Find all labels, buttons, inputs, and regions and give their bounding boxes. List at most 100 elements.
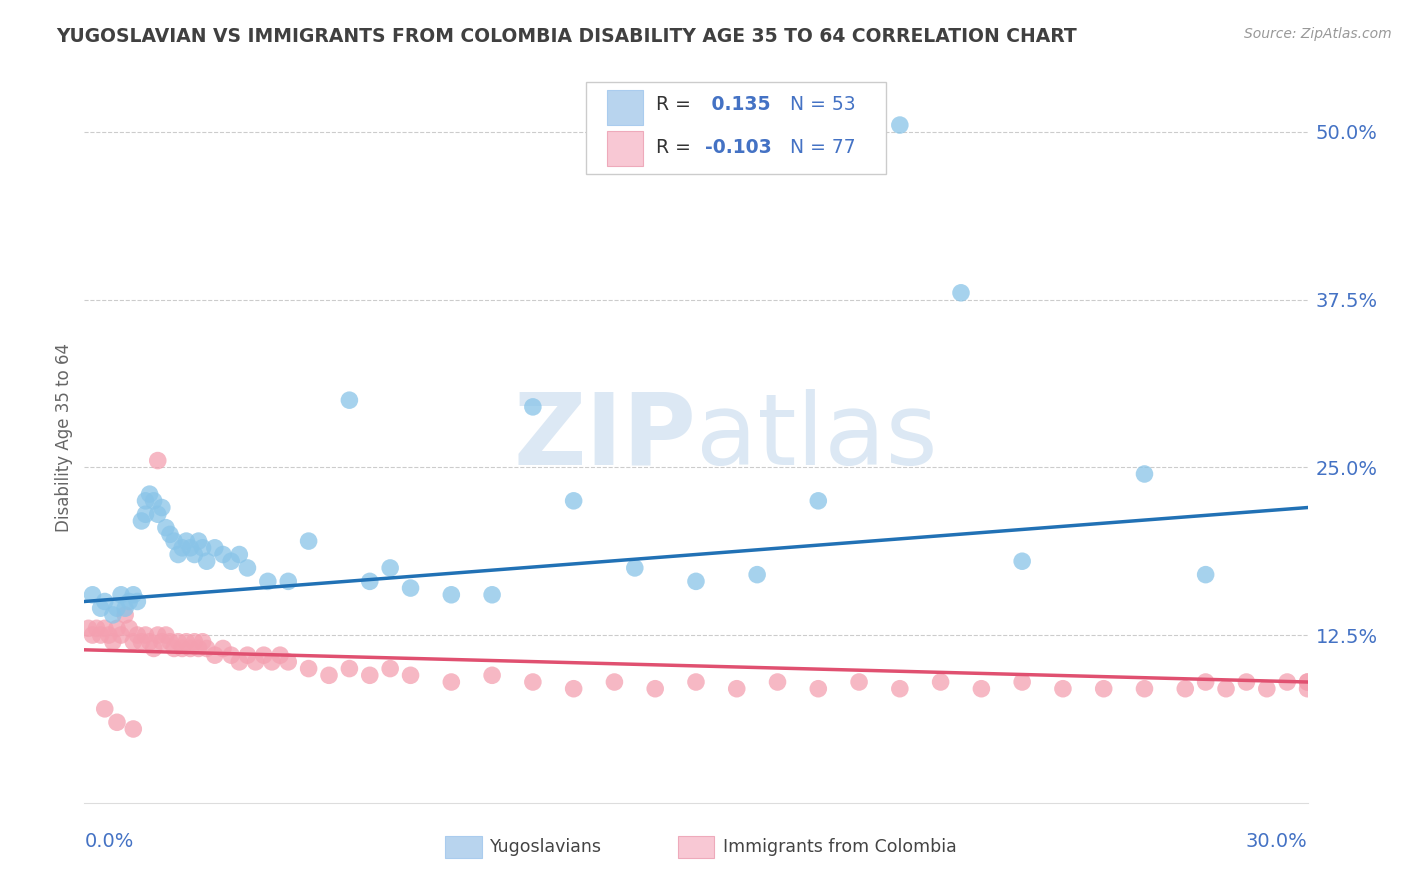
Point (135, 508, 157, 522)
Point (93, 621, 115, 635)
Point (1011, 554, 1033, 568)
Point (1236, 675, 1258, 690)
Point (766, 675, 789, 690)
Point (269, 648, 291, 662)
Point (228, 655, 250, 669)
Point (110, 628, 132, 642)
Point (298, 534, 321, 549)
Bar (606, 131, 644, 166)
Point (138, 487, 160, 501)
Point (1011, 675, 1033, 690)
Point (172, 641, 194, 656)
Point (114, 607, 136, 622)
Text: YUGOSLAVIAN VS IMMIGRANTS FROM COLOMBIA DISABILITY AGE 35 TO 64 CORRELATION CHAR: YUGOSLAVIAN VS IMMIGRANTS FROM COLOMBIA … (56, 27, 1077, 45)
Point (212, 641, 235, 656)
Point (77, 621, 100, 635)
Point (260, 655, 283, 669)
Point (298, 662, 321, 676)
Point (236, 561, 259, 575)
Point (1092, 681, 1115, 696)
Point (253, 648, 276, 662)
Point (339, 662, 361, 676)
Text: N = 53: N = 53 (778, 95, 855, 114)
Point (380, 561, 402, 575)
Point (277, 655, 299, 669)
Point (1133, 681, 1156, 696)
Point (562, 681, 585, 696)
Point (183, 634, 205, 648)
Point (122, 588, 145, 602)
Point (135, 628, 157, 642)
Point (155, 521, 177, 535)
Point (179, 641, 201, 656)
Point (146, 453, 169, 467)
Point (807, 493, 830, 508)
Point (138, 634, 160, 648)
Point (380, 662, 402, 676)
Point (1052, 681, 1074, 696)
Point (481, 668, 503, 682)
Point (90, 601, 112, 615)
Point (105, 601, 128, 615)
Point (195, 554, 218, 568)
Point (1296, 681, 1319, 696)
Point (889, 118, 911, 132)
Point (195, 641, 218, 656)
Point (359, 668, 381, 682)
Point (174, 534, 197, 549)
Point (359, 574, 381, 589)
Point (187, 641, 209, 656)
Point (257, 574, 280, 589)
Text: N = 77: N = 77 (778, 138, 855, 157)
Point (159, 527, 181, 541)
Bar (606, 89, 644, 125)
Point (685, 675, 707, 690)
Point (114, 601, 136, 615)
Point (131, 634, 153, 648)
Point (747, 567, 769, 582)
Text: R =: R = (655, 95, 696, 114)
Point (219, 554, 242, 568)
Point (191, 541, 214, 555)
Text: 0.135: 0.135 (704, 95, 770, 114)
Text: -0.103: -0.103 (704, 138, 772, 157)
Point (127, 628, 149, 642)
Point (1174, 681, 1197, 696)
Point (1296, 675, 1319, 690)
Point (1296, 675, 1319, 690)
Point (150, 500, 173, 515)
Point (1215, 681, 1237, 696)
Point (101, 607, 124, 622)
Point (644, 681, 666, 696)
Text: R =: R = (655, 138, 696, 157)
Point (127, 594, 149, 608)
Point (146, 628, 169, 642)
Point (204, 648, 226, 662)
Point (219, 648, 242, 662)
Point (522, 675, 544, 690)
Point (1195, 567, 1218, 582)
Point (1133, 467, 1156, 481)
Point (142, 493, 165, 508)
Point (1195, 675, 1218, 690)
Point (725, 681, 748, 696)
Point (155, 628, 177, 642)
Point (163, 534, 186, 549)
Point (174, 634, 197, 648)
Point (159, 634, 181, 648)
Text: 0.0%: 0.0% (84, 832, 134, 851)
Text: 30.0%: 30.0% (1246, 832, 1308, 851)
Point (685, 574, 707, 589)
Point (90, 628, 112, 642)
Point (807, 681, 830, 696)
Point (481, 588, 503, 602)
Point (142, 641, 165, 656)
Point (1277, 675, 1299, 690)
Point (603, 675, 626, 690)
Bar (678, 837, 714, 858)
Point (183, 548, 205, 562)
Point (167, 548, 190, 562)
Point (562, 493, 585, 508)
Point (1256, 681, 1278, 696)
Point (93, 594, 115, 608)
